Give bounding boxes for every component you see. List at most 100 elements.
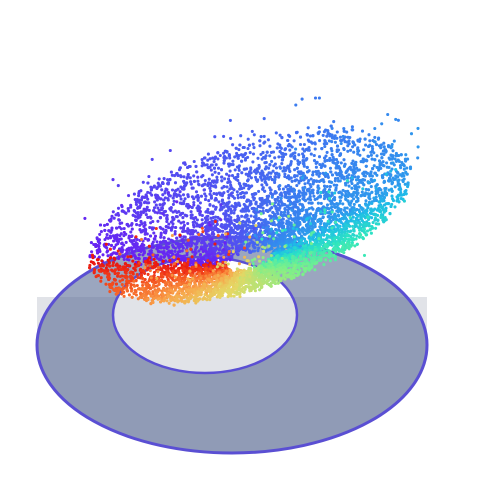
data-point bbox=[182, 202, 186, 206]
data-point bbox=[416, 145, 420, 149]
data-point bbox=[258, 144, 262, 148]
data-point bbox=[249, 176, 253, 180]
data-point bbox=[268, 144, 272, 148]
data-point bbox=[248, 171, 252, 175]
data-point bbox=[190, 205, 194, 210]
data-point bbox=[300, 176, 304, 180]
data-point bbox=[213, 242, 217, 246]
data-point bbox=[309, 152, 313, 156]
data-point bbox=[351, 141, 355, 145]
data-point bbox=[374, 189, 378, 193]
data-point bbox=[194, 164, 198, 168]
data-point bbox=[183, 197, 187, 201]
data-point bbox=[99, 230, 103, 234]
data-point bbox=[155, 211, 160, 215]
data-point bbox=[321, 162, 325, 166]
data-point bbox=[237, 168, 241, 172]
data-point bbox=[258, 139, 262, 143]
data-point bbox=[360, 206, 364, 210]
data-point bbox=[323, 187, 327, 191]
data-point bbox=[366, 203, 370, 207]
data-point bbox=[305, 165, 309, 169]
data-point bbox=[217, 171, 221, 175]
data-point bbox=[338, 179, 342, 183]
data-point bbox=[216, 151, 220, 155]
data-point bbox=[367, 188, 371, 192]
data-point bbox=[260, 183, 264, 187]
data-point bbox=[237, 148, 241, 152]
data-point bbox=[265, 220, 270, 224]
data-point bbox=[260, 237, 264, 241]
data-point bbox=[289, 243, 293, 247]
data-point bbox=[163, 191, 167, 195]
data-point bbox=[301, 159, 305, 163]
data-point bbox=[230, 221, 234, 225]
data-point bbox=[399, 187, 403, 192]
data-point bbox=[393, 185, 397, 189]
data-point bbox=[136, 213, 140, 217]
data-point bbox=[150, 242, 154, 246]
data-point bbox=[203, 235, 207, 239]
data-point bbox=[236, 172, 240, 176]
data-point bbox=[105, 233, 109, 237]
data-point bbox=[182, 199, 186, 203]
data-point bbox=[171, 202, 175, 206]
data-point bbox=[240, 159, 244, 163]
base-annulus bbox=[35, 235, 429, 455]
data-point bbox=[150, 157, 154, 161]
data-point bbox=[235, 151, 239, 155]
data-point bbox=[416, 126, 420, 130]
data-point bbox=[333, 191, 337, 195]
data-point bbox=[379, 146, 383, 150]
data-point bbox=[263, 175, 267, 179]
data-point bbox=[288, 148, 292, 152]
data-point bbox=[249, 200, 253, 204]
data-point bbox=[213, 184, 217, 188]
data-point bbox=[239, 229, 243, 233]
data-point bbox=[252, 192, 256, 196]
data-point bbox=[351, 215, 355, 219]
data-point bbox=[227, 219, 231, 223]
data-point bbox=[307, 179, 311, 183]
data-point bbox=[278, 184, 282, 188]
data-point bbox=[226, 189, 230, 193]
data-point bbox=[246, 137, 250, 141]
data-point bbox=[262, 134, 266, 138]
data-point bbox=[354, 178, 359, 182]
data-point bbox=[395, 154, 399, 158]
data-point bbox=[226, 202, 230, 206]
data-point bbox=[195, 218, 199, 222]
data-point bbox=[196, 175, 200, 179]
data-point bbox=[325, 203, 330, 207]
data-point bbox=[282, 231, 286, 235]
data-point bbox=[148, 252, 152, 257]
data-point bbox=[195, 237, 199, 241]
data-point bbox=[208, 186, 212, 190]
data-point bbox=[240, 214, 244, 218]
data-point bbox=[192, 179, 196, 183]
data-point bbox=[116, 274, 120, 278]
data-point bbox=[366, 192, 370, 196]
data-point bbox=[215, 180, 219, 184]
data-point bbox=[116, 240, 120, 244]
data-point bbox=[307, 148, 311, 152]
data-point bbox=[319, 201, 323, 205]
data-point bbox=[222, 185, 226, 189]
data-point bbox=[159, 197, 163, 201]
data-point bbox=[334, 157, 339, 162]
data-point bbox=[299, 238, 303, 242]
data-point bbox=[340, 193, 344, 197]
data-point bbox=[390, 145, 394, 149]
data-point bbox=[186, 257, 190, 261]
data-point bbox=[152, 261, 157, 265]
data-point bbox=[280, 162, 284, 166]
data-point bbox=[281, 158, 285, 162]
data-point bbox=[216, 234, 220, 238]
data-point bbox=[338, 135, 342, 139]
data-point bbox=[342, 177, 346, 181]
data-point bbox=[279, 146, 283, 150]
data-point bbox=[330, 153, 334, 157]
data-point bbox=[184, 229, 188, 233]
data-point bbox=[167, 254, 171, 259]
